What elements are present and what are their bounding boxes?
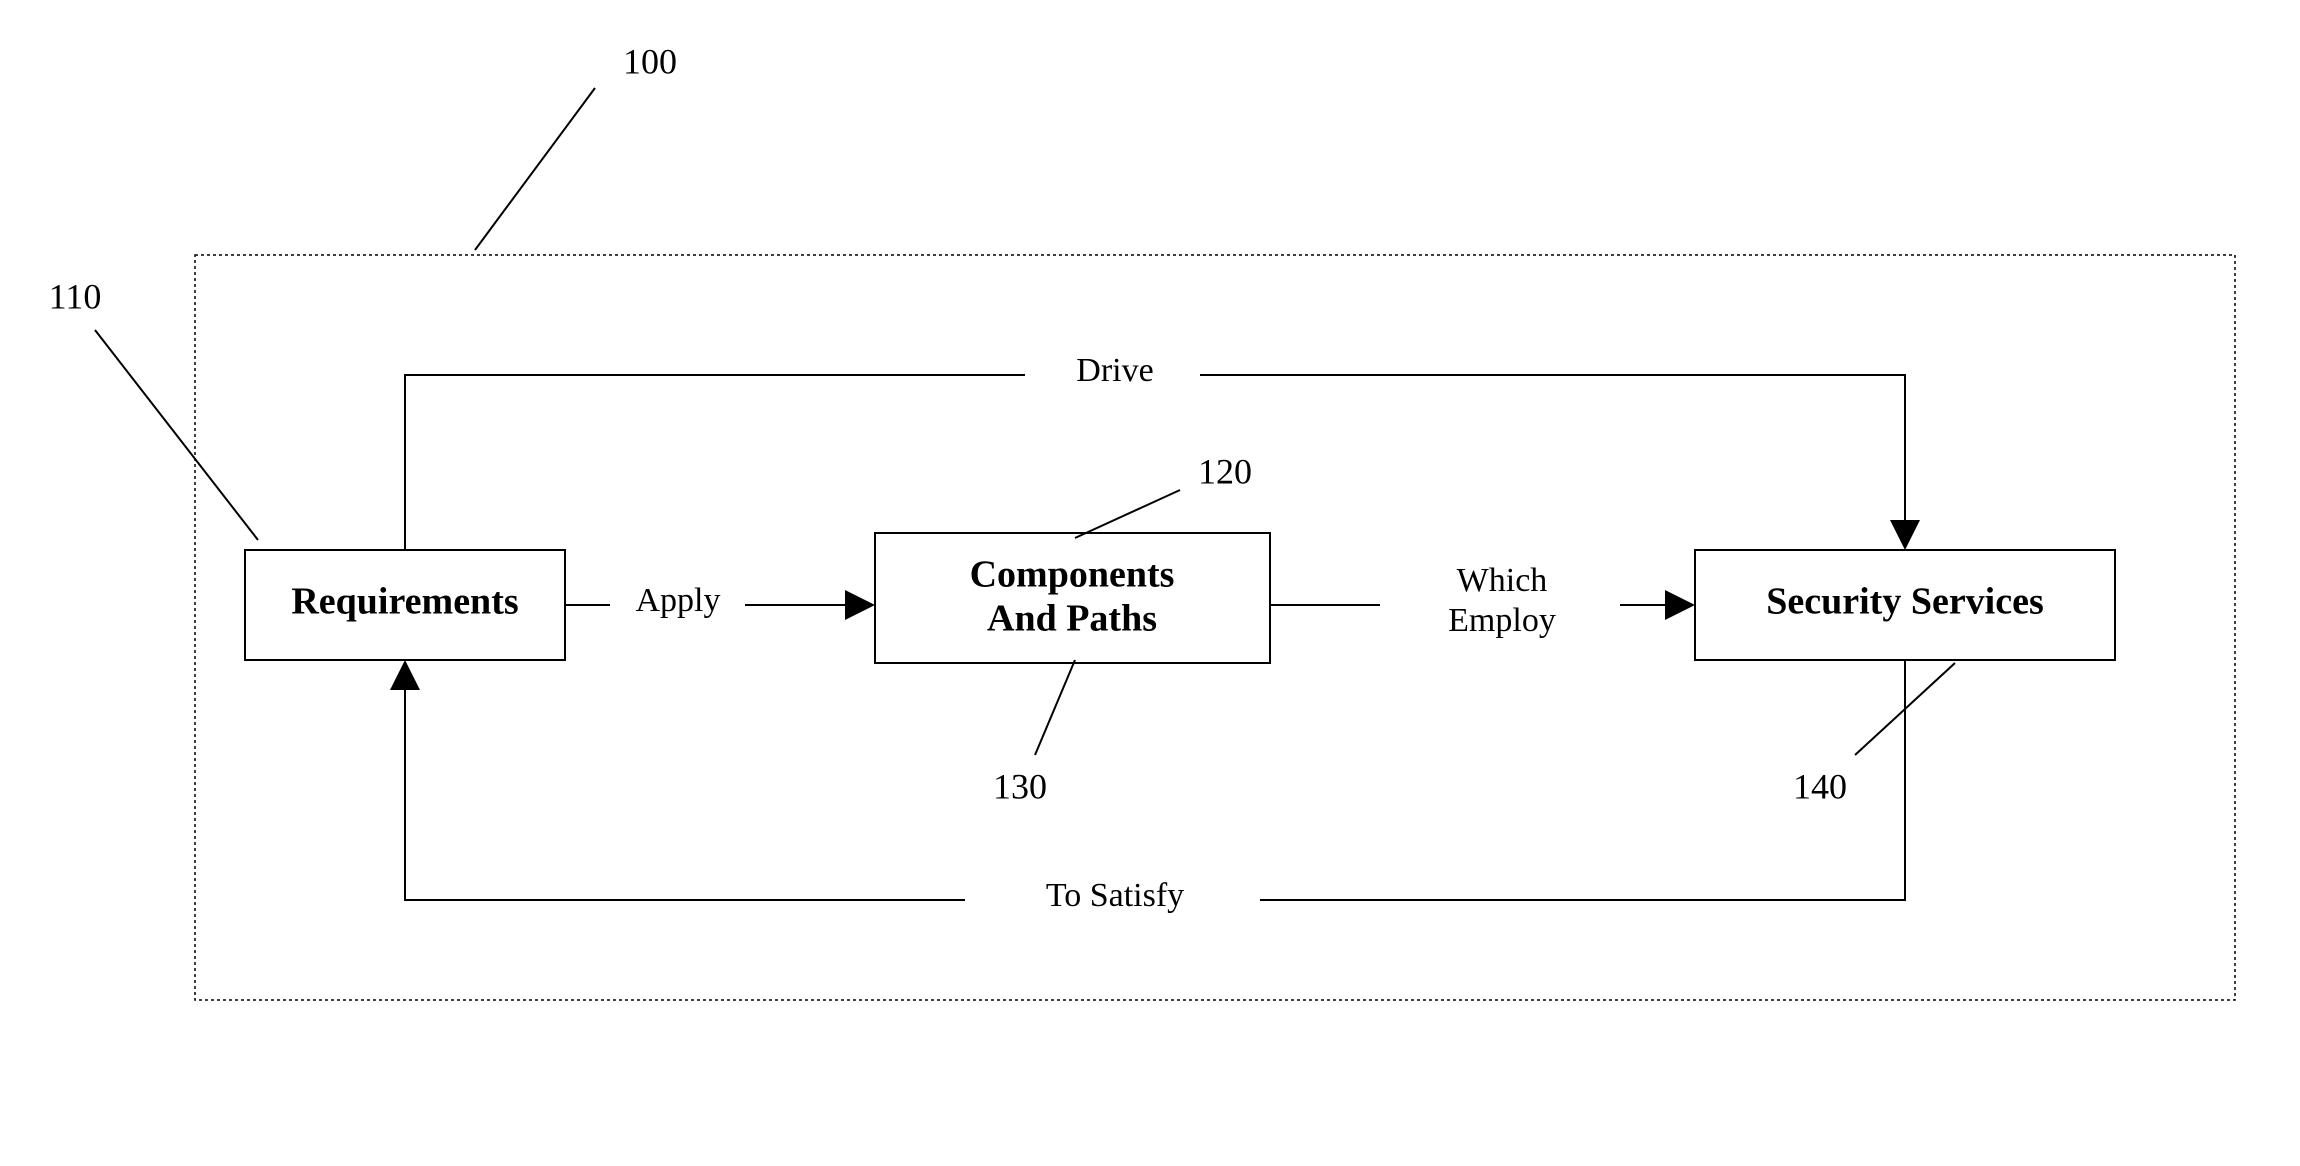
edge-which-employ-label-1: Which bbox=[1457, 562, 1548, 599]
edge-which-employ: Which Employ bbox=[1270, 562, 1695, 639]
ref-130: 130 bbox=[993, 660, 1075, 806]
node-security: Security Services bbox=[1695, 550, 2115, 660]
edge-which-employ-label-2: Employ bbox=[1448, 602, 1556, 639]
node-components-label-1: Components bbox=[970, 554, 1175, 596]
ref-100-label: 100 bbox=[623, 41, 677, 81]
ref-120: 120 bbox=[1075, 451, 1252, 538]
node-requirements: Requirements bbox=[245, 550, 565, 660]
ref-130-label: 130 bbox=[993, 766, 1047, 806]
ref-100: 100 bbox=[475, 41, 677, 250]
ref-110-label: 110 bbox=[49, 276, 102, 316]
ref-120-label: 120 bbox=[1198, 451, 1252, 491]
ref-110: 110 bbox=[49, 276, 258, 540]
node-requirements-label: Requirements bbox=[291, 581, 518, 623]
edge-apply-label: Apply bbox=[636, 582, 721, 619]
ref-140: 140 bbox=[1793, 663, 1955, 806]
diagram-canvas: Drive To Satisfy Apply Which Employ Requ… bbox=[0, 0, 2300, 1166]
node-security-label: Security Services bbox=[1766, 581, 2044, 623]
edge-drive: Drive bbox=[405, 352, 1920, 550]
edge-drive-label: Drive bbox=[1076, 352, 1153, 389]
node-components: Components And Paths bbox=[875, 533, 1270, 663]
ref-140-label: 140 bbox=[1793, 766, 1847, 806]
edge-to-satisfy: To Satisfy bbox=[390, 660, 1905, 914]
node-components-label-2: And Paths bbox=[987, 598, 1157, 640]
edge-apply: Apply bbox=[565, 582, 875, 620]
edge-to-satisfy-label: To Satisfy bbox=[1046, 877, 1184, 914]
